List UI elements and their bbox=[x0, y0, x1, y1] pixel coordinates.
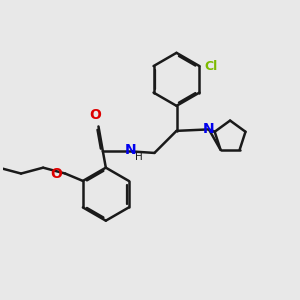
Text: O: O bbox=[90, 108, 101, 122]
Text: O: O bbox=[50, 167, 62, 181]
Text: N: N bbox=[125, 143, 137, 157]
Text: H: H bbox=[135, 152, 143, 162]
Text: Cl: Cl bbox=[205, 60, 218, 73]
Text: N: N bbox=[203, 122, 215, 136]
